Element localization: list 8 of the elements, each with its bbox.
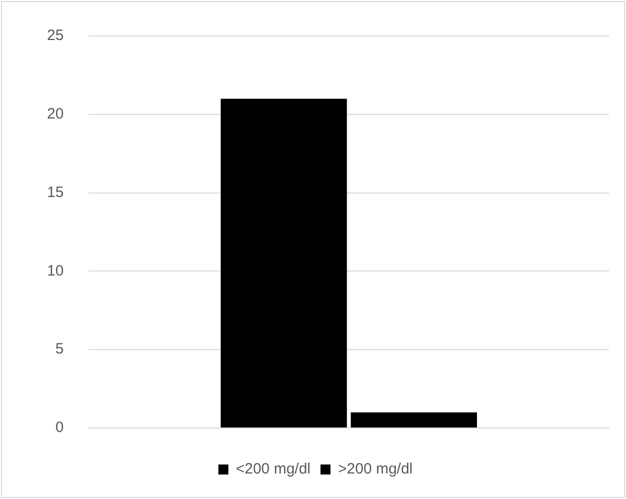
y-tick-label: 25 bbox=[46, 27, 64, 44]
legend-label: <200 mg/dl bbox=[236, 460, 311, 478]
y-tick-label: 20 bbox=[46, 106, 64, 123]
y-tick-label: 15 bbox=[46, 184, 64, 201]
y-tick-label: 0 bbox=[55, 419, 64, 436]
y-tick-label: 10 bbox=[46, 262, 64, 280]
legend-label: >200 mg/dl bbox=[338, 460, 413, 478]
y-tick-label: 5 bbox=[55, 340, 64, 358]
